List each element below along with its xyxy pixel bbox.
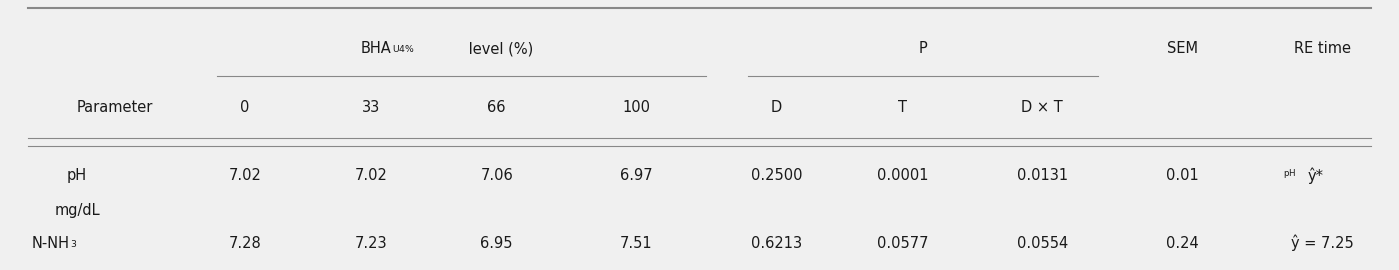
Text: T: T	[898, 100, 907, 116]
Text: BHA: BHA	[361, 41, 392, 56]
Text: $\mathregular{_3}$: $\mathregular{_3}$	[70, 237, 77, 249]
Text: 7.28: 7.28	[228, 235, 262, 251]
Text: 7.23: 7.23	[354, 235, 388, 251]
Text: SEM: SEM	[1167, 41, 1198, 56]
Text: 0.0577: 0.0577	[877, 235, 928, 251]
Text: 0.0554: 0.0554	[1017, 235, 1067, 251]
Text: 0.2500: 0.2500	[751, 168, 802, 183]
Text: Parameter: Parameter	[77, 100, 154, 116]
Text: RE time: RE time	[1294, 41, 1350, 56]
Text: 0.6213: 0.6213	[751, 235, 802, 251]
Text: 0.24: 0.24	[1165, 235, 1199, 251]
Text: $\mathregular{^{pH}}$: $\mathregular{^{pH}}$	[1283, 169, 1297, 182]
Text: pH: pH	[67, 168, 87, 183]
Text: 100: 100	[623, 100, 651, 116]
Text: 7.06: 7.06	[480, 168, 513, 183]
Text: level (%): level (%)	[464, 41, 533, 56]
Text: 0: 0	[241, 100, 249, 116]
Text: 33: 33	[361, 100, 381, 116]
Text: D: D	[771, 100, 782, 116]
Text: 66: 66	[487, 100, 506, 116]
Text: 6.97: 6.97	[620, 168, 653, 183]
Text: 0.0001: 0.0001	[877, 168, 928, 183]
Text: $\mathregular{_{U4\%}}$: $\mathregular{_{U4\%}}$	[392, 42, 414, 55]
Text: 6.95: 6.95	[480, 235, 513, 251]
Text: 7.02: 7.02	[354, 168, 388, 183]
Text: D × T: D × T	[1021, 100, 1063, 116]
Text: ŷ = 7.25: ŷ = 7.25	[1291, 235, 1353, 251]
Text: N-NH: N-NH	[32, 235, 70, 251]
Text: 0.0131: 0.0131	[1017, 168, 1067, 183]
Text: 7.51: 7.51	[620, 235, 653, 251]
Text: mg/dL: mg/dL	[55, 203, 99, 218]
Text: ŷ*: ŷ*	[1308, 167, 1323, 184]
Text: 0.01: 0.01	[1165, 168, 1199, 183]
Text: P: P	[919, 41, 928, 56]
Text: 7.02: 7.02	[228, 168, 262, 183]
